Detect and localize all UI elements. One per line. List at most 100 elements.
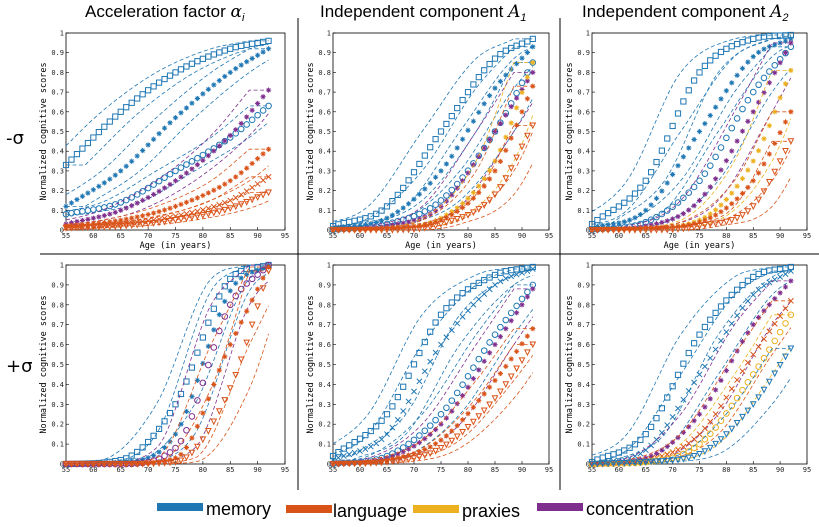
data-point bbox=[782, 320, 789, 327]
data-point bbox=[706, 162, 714, 169]
data-point bbox=[134, 448, 141, 456]
data-point bbox=[664, 443, 670, 450]
data-point bbox=[717, 144, 725, 151]
data-point bbox=[394, 416, 401, 423]
data-point bbox=[460, 178, 466, 184]
data-point bbox=[760, 268, 768, 275]
data-point bbox=[523, 132, 531, 140]
data-point bbox=[426, 223, 434, 231]
data-point bbox=[454, 145, 460, 151]
data-point bbox=[426, 422, 434, 429]
y-tick-label: 0.7 bbox=[577, 321, 590, 329]
data-point bbox=[432, 349, 439, 356]
data-point bbox=[734, 312, 741, 319]
data-point bbox=[178, 421, 184, 427]
data-point bbox=[221, 206, 229, 214]
data-point bbox=[415, 225, 423, 233]
data-point bbox=[459, 96, 466, 104]
data-point bbox=[470, 81, 477, 88]
data-point bbox=[443, 161, 449, 167]
data-point bbox=[717, 219, 725, 227]
legend-label-praxies: praxies bbox=[462, 501, 520, 521]
data-point bbox=[503, 112, 509, 118]
data-point bbox=[395, 221, 401, 227]
data-point bbox=[707, 215, 713, 221]
data-point bbox=[155, 219, 163, 227]
data-point bbox=[427, 180, 433, 186]
data-point bbox=[508, 104, 514, 110]
data-point bbox=[389, 197, 396, 205]
data-point bbox=[421, 452, 429, 460]
data-point bbox=[616, 220, 622, 226]
data-point bbox=[351, 226, 359, 234]
data-point bbox=[443, 433, 449, 439]
confidence-band-line bbox=[591, 270, 791, 462]
data-point bbox=[112, 172, 118, 178]
data-point bbox=[194, 423, 200, 429]
confidence-band-line bbox=[591, 266, 791, 456]
chart-panel-6: 55 60 65 70 75 80 85 90 95 0 0.1 0.2 0.3 0.4 0.5 0.6 0.7… bbox=[565, 262, 811, 475]
data-point bbox=[685, 448, 693, 455]
data-point bbox=[84, 139, 92, 147]
data-point bbox=[702, 214, 708, 221]
data-point bbox=[216, 312, 222, 318]
data-point bbox=[642, 177, 649, 184]
data-point bbox=[216, 184, 222, 190]
data-point bbox=[96, 214, 102, 220]
data-point bbox=[508, 356, 514, 362]
chart-panel-5: 55 60 65 70 75 80 85 90 95 0 0.1 0.2 0.3 0.4 0.5 0.6 0.7… bbox=[306, 262, 553, 475]
data-point bbox=[362, 460, 368, 466]
y-axis-label: Normalized cognitive scores bbox=[39, 62, 49, 200]
data-point bbox=[723, 205, 729, 211]
data-point bbox=[172, 69, 179, 76]
data-point bbox=[723, 196, 729, 203]
data-point bbox=[211, 381, 217, 388]
confidence-band-line bbox=[66, 59, 269, 207]
data-point bbox=[128, 99, 135, 106]
data-point bbox=[674, 226, 682, 233]
series-memory-star bbox=[63, 46, 272, 209]
data-point bbox=[216, 367, 222, 373]
data-point bbox=[161, 185, 168, 191]
data-point bbox=[631, 459, 639, 467]
data-point bbox=[744, 359, 751, 366]
data-point bbox=[777, 60, 783, 66]
data-point bbox=[518, 295, 526, 303]
data-point bbox=[150, 83, 157, 90]
data-point bbox=[367, 443, 374, 450]
data-point bbox=[442, 219, 450, 227]
data-point bbox=[244, 114, 250, 120]
data-point bbox=[718, 202, 724, 208]
data-point bbox=[707, 355, 714, 362]
data-point bbox=[459, 214, 467, 222]
y-tick-label: 0.1 bbox=[51, 441, 64, 449]
data-point bbox=[368, 459, 374, 465]
data-point bbox=[744, 277, 751, 284]
data-point bbox=[210, 209, 218, 217]
data-point bbox=[465, 411, 471, 417]
data-point bbox=[771, 337, 779, 345]
confidence-band-line bbox=[592, 300, 791, 464]
data-point bbox=[750, 158, 756, 164]
data-point bbox=[232, 44, 239, 51]
data-point bbox=[739, 212, 746, 219]
y-tick-label: 0.4 bbox=[51, 148, 64, 156]
data-point bbox=[379, 458, 385, 464]
y-tick-label: 0.2 bbox=[51, 187, 64, 195]
data-point bbox=[244, 165, 250, 171]
data-point bbox=[117, 460, 125, 468]
data-point bbox=[465, 170, 471, 176]
data-point bbox=[244, 308, 250, 314]
data-point bbox=[416, 216, 422, 222]
data-point bbox=[749, 401, 757, 409]
data-point bbox=[260, 275, 266, 281]
data-point bbox=[248, 275, 256, 283]
data-point bbox=[686, 145, 692, 151]
data-point bbox=[691, 340, 698, 347]
data-point bbox=[79, 217, 86, 224]
data-point bbox=[642, 431, 649, 438]
data-point bbox=[460, 136, 466, 142]
data-point bbox=[183, 378, 190, 385]
data-point bbox=[739, 39, 746, 46]
data-point bbox=[723, 88, 729, 94]
